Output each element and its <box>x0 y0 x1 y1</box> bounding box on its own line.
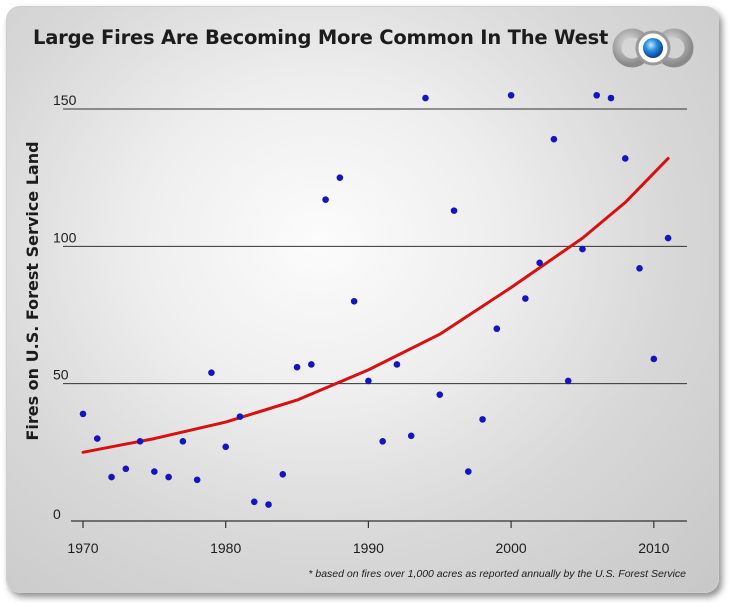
data-point <box>250 498 258 506</box>
data-point <box>450 207 458 214</box>
data-point <box>151 468 158 475</box>
data-point <box>208 369 215 376</box>
data-point <box>522 295 529 302</box>
data-point <box>650 355 658 363</box>
data-point <box>664 234 672 242</box>
x-tick-label: 1980 <box>210 540 241 556</box>
data-point <box>222 443 229 451</box>
data-point <box>293 363 301 371</box>
data-point <box>236 413 244 420</box>
data-point <box>336 174 344 181</box>
data-point <box>350 297 358 305</box>
data-point <box>79 410 87 418</box>
chart-card: Large Fires Are Becoming More Common In … <box>6 6 719 593</box>
data-point <box>464 468 472 475</box>
data-point <box>279 471 287 478</box>
data-point <box>136 438 144 445</box>
three-circles-logo <box>612 28 694 68</box>
x-tick-label: 1990 <box>353 540 384 556</box>
data-point <box>636 265 643 272</box>
data-point <box>422 94 429 102</box>
scatter-plot: 0 50 100 150 1970 1980 1990 2000 2010 Fires on U.… <box>23 91 687 580</box>
data-point <box>193 476 201 484</box>
data-point <box>593 91 601 99</box>
data-point <box>393 361 401 368</box>
y-tick-label: 150 <box>53 92 77 108</box>
data-point <box>122 465 130 473</box>
x-tick-label: 2010 <box>638 540 669 556</box>
data-point <box>550 135 558 143</box>
y-tick-label: 100 <box>53 229 77 245</box>
y-tick-label: 50 <box>53 367 69 383</box>
data-point <box>579 245 586 253</box>
x-tick-label: 2000 <box>496 540 527 556</box>
data-point <box>93 435 101 442</box>
data-point <box>308 361 315 368</box>
data-point <box>165 473 172 481</box>
chart-title: Large Fires Are Becoming More Common In … <box>33 26 609 49</box>
data-point <box>564 377 572 385</box>
data-point <box>108 473 115 481</box>
data-point <box>493 325 501 333</box>
x-tick-label: 1970 <box>67 540 98 556</box>
footnote: * based on fires over 1,000 acres as rep… <box>308 568 686 580</box>
data-point <box>407 432 415 440</box>
data-point <box>607 94 615 102</box>
data-point <box>379 438 386 445</box>
y-axis-label: Fires on U.S. Forest Service Land <box>23 141 42 440</box>
data-point <box>507 91 515 99</box>
data-point <box>265 501 272 508</box>
data-point <box>621 155 629 162</box>
data-point <box>322 196 329 203</box>
data-point <box>179 438 187 445</box>
data-point <box>479 416 486 423</box>
data-point <box>436 391 444 398</box>
trend-line <box>81 156 670 454</box>
data-point <box>536 259 543 267</box>
y-tick-label: 0 <box>53 506 61 522</box>
data-point <box>365 377 372 385</box>
